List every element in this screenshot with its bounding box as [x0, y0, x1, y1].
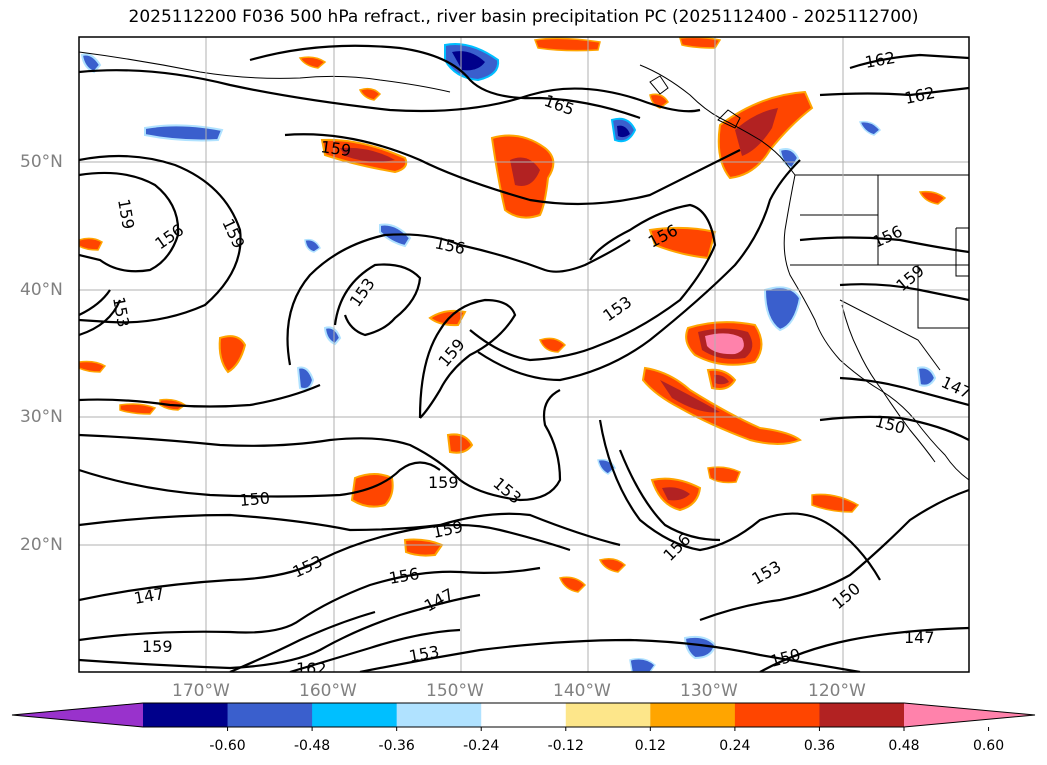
contour-label: 150 — [239, 488, 271, 510]
colorbar-segment — [312, 703, 398, 727]
colorbar — [11, 702, 1036, 731]
lat-label-30n: 30°N — [20, 407, 63, 427]
lat-label-20n: 20°N — [20, 535, 63, 555]
precipitation-shading — [79, 37, 947, 672]
contour-label: 147 — [904, 628, 935, 647]
contour-label: 159 — [319, 137, 352, 160]
lon-label-120w: 120°W — [808, 681, 866, 701]
refractivity-contours — [79, 44, 969, 672]
lat-label-50n: 50°N — [20, 152, 63, 172]
lon-label-140w: 140°W — [553, 681, 611, 701]
colorbar-tick-label: -0.12 — [547, 738, 584, 754]
colorbar-tick-label: -0.60 — [209, 738, 246, 754]
colorbar-tick-label: 0.24 — [719, 738, 751, 754]
colorbar-segment — [396, 703, 482, 727]
contour-label: 159 — [428, 473, 459, 492]
map-title: 2025112200 F036 500 hPa refract., river … — [128, 7, 919, 27]
map-frame — [78, 36, 970, 673]
lat-label-40n: 40°N — [20, 280, 63, 300]
colorbar-tick-label: 0.60 — [972, 738, 1005, 754]
map-area: 159 159 159 156 153 153 165 162 162 156 … — [79, 37, 969, 678]
colorbar-segment — [481, 703, 567, 727]
contour-label: 162 — [296, 659, 327, 678]
contour-label: 159 — [142, 637, 173, 656]
political-borders — [790, 174, 969, 371]
colorbar-tick-label: -0.36 — [378, 738, 415, 754]
colorbar-tick-label: 0.48 — [888, 738, 920, 754]
colorbar-segment — [650, 703, 736, 727]
colorbar-tick-label: 0.36 — [803, 738, 836, 754]
colorbar-tick-label: 0.12 — [634, 738, 666, 754]
colorbar-outline — [11, 702, 1036, 728]
lon-label-130w: 130°W — [680, 681, 738, 701]
coastlines — [79, 51, 969, 481]
gridlines — [79, 37, 969, 672]
lon-label-150w: 150°W — [426, 681, 484, 701]
colorbar-tick-label: -0.48 — [293, 738, 331, 754]
lon-label-160w: 160°W — [299, 681, 357, 701]
colorbar-tick-label: -0.24 — [463, 738, 500, 754]
colorbar-extend-min — [12, 703, 143, 727]
colorbar-segment — [143, 703, 229, 727]
colorbar-segment — [819, 703, 905, 727]
colorbar-segment — [565, 703, 651, 727]
colorbar-segment — [734, 703, 820, 727]
lon-label-170w: 170°W — [172, 681, 230, 701]
colorbar-extend-max — [904, 703, 1035, 727]
colorbar-segment — [227, 703, 313, 727]
